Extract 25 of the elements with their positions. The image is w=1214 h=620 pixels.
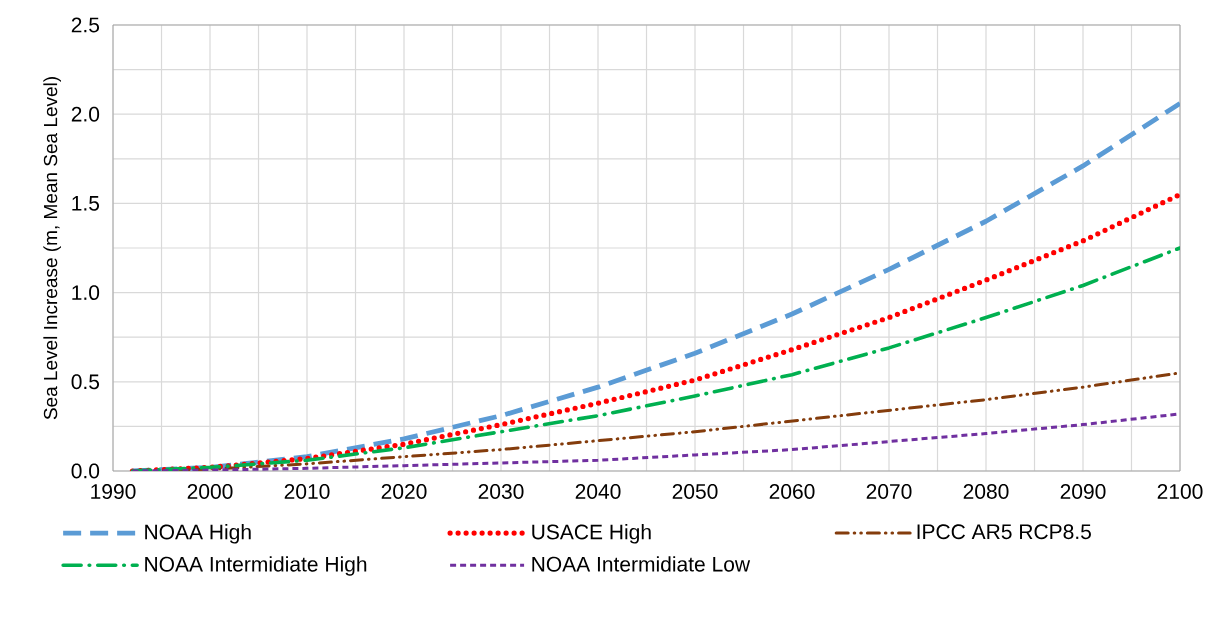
x-tick-label: 2090 <box>1060 484 1106 499</box>
y-axis-title: Sea Level Increase (m, Mean Sea Level) <box>43 77 62 420</box>
x-tick-label: 2060 <box>769 484 815 499</box>
legend-label: NOAA High <box>145 523 251 544</box>
x-tick-label: 2030 <box>478 484 524 499</box>
y-tick-label: 1.5 <box>72 196 100 211</box>
x-tick-label: 2070 <box>866 484 912 499</box>
y-tick-label: 2.0 <box>71 106 100 122</box>
x-tick-label: 2050 <box>672 484 718 499</box>
y-tick-label: 0.0 <box>71 463 100 479</box>
y-tick-label: 0.5 <box>71 374 100 390</box>
y-tick-label: 2.5 <box>71 17 100 33</box>
y-tick-label: 1.0 <box>72 285 100 301</box>
x-tick-label: 2010 <box>284 484 330 499</box>
x-tick-label: 2040 <box>575 484 621 499</box>
legend-label: USACE High <box>532 523 651 544</box>
x-tick-label: 2020 <box>381 484 427 499</box>
x-tick-label: 2000 <box>187 484 233 499</box>
legend-label: NOAA Intermidiate Low <box>532 556 751 572</box>
line-series <box>130 246 1180 471</box>
legend-label: NOAA Intermidiate High <box>145 556 367 576</box>
x-tick-label: 2100 <box>1157 484 1203 499</box>
legend-label: IPCC AR5 RCP8.5 <box>917 524 1091 540</box>
x-tick-label: 2080 <box>963 484 1009 499</box>
x-tick-label: 1990 <box>91 484 136 499</box>
